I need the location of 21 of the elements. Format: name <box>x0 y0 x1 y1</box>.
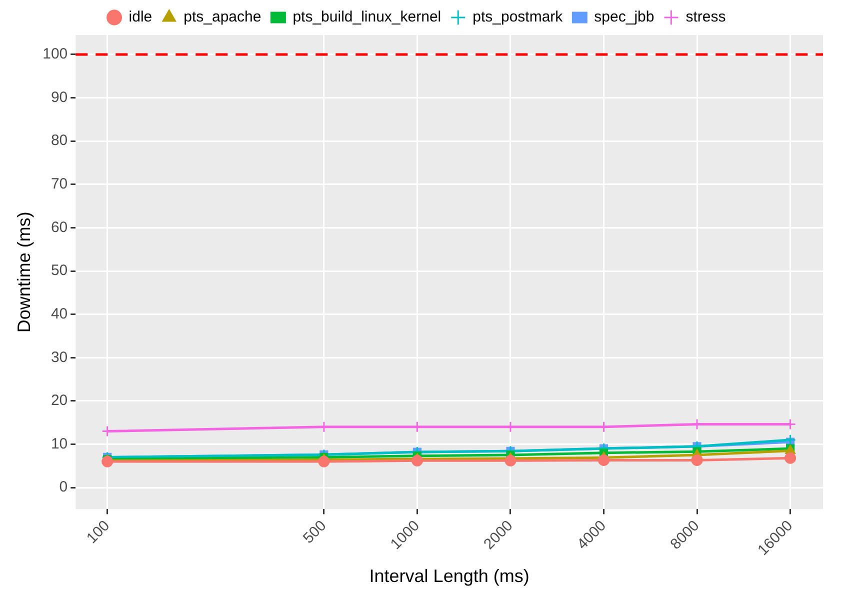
legend-label: idle <box>128 8 152 26</box>
legend-label: stress <box>686 8 726 26</box>
y-tick-label: 80 <box>50 132 68 150</box>
x-axis-title: Interval Length (ms) <box>369 566 530 586</box>
legend-label: pts_apache <box>184 8 262 26</box>
legend-label: pts_postmark <box>472 8 564 26</box>
legend-label: spec_jbb <box>594 8 654 26</box>
y-tick-label: 0 <box>59 478 68 496</box>
y-tick-label: 70 <box>50 176 68 193</box>
y-tick-label: 60 <box>50 218 68 236</box>
y-tick-label: 40 <box>50 305 68 322</box>
y-axis-title: Downtime (ms) <box>14 212 34 333</box>
y-tick-label: 20 <box>50 392 68 410</box>
y-tick-label: 50 <box>50 262 68 280</box>
x-tick-label: 100 <box>83 517 114 547</box>
y-tick-label: 10 <box>50 435 68 452</box>
x-tick-label: 500 <box>300 517 330 547</box>
y-tick-label: 100 <box>42 46 68 63</box>
y-tick-label: 90 <box>50 88 68 106</box>
legend-label: pts_build_linux_kernel <box>292 8 442 26</box>
y-tick-label: 30 <box>50 348 68 366</box>
